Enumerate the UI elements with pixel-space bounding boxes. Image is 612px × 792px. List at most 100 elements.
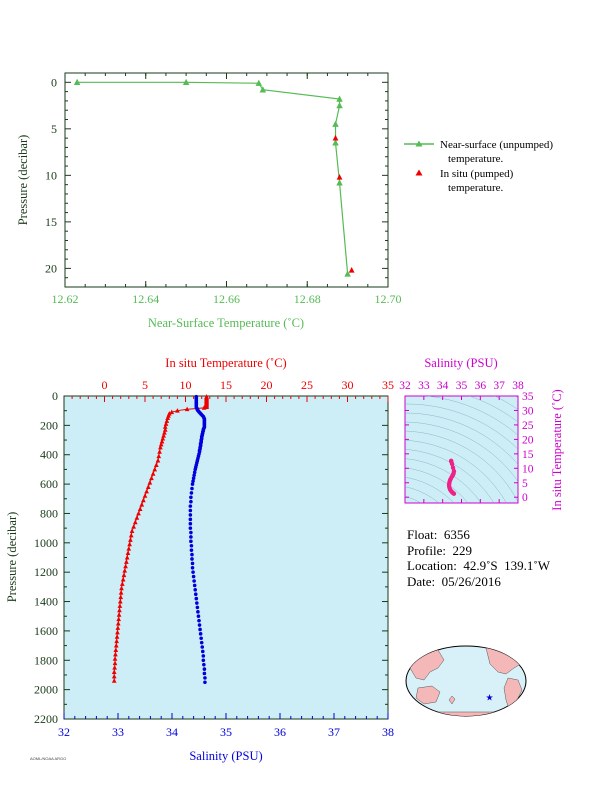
- salinity-point: [189, 491, 194, 495]
- near-surface-point: [336, 95, 343, 102]
- map-new-zealand: [448, 695, 456, 705]
- y-tick-label: 0: [52, 389, 58, 403]
- temperature-point: [124, 554, 130, 560]
- temperature-point: [118, 594, 124, 600]
- temp-tick-label: 35: [382, 378, 394, 392]
- salinity-point: [201, 654, 206, 658]
- temperature-point: [137, 506, 143, 511]
- near-surface-point: [336, 179, 343, 186]
- legend-near-surface-marker: [415, 140, 423, 147]
- salinity-point: [193, 467, 198, 472]
- near-surface-x-ticks: 12.62 12.64 12.66 12.68 12.70: [52, 73, 402, 306]
- legend-near-surface-label: Near-surface (unpumped) temperature.: [440, 139, 553, 165]
- ts-x-tick-label: 33: [418, 380, 430, 392]
- temperature-point: [129, 528, 135, 534]
- salinity-point: [189, 535, 193, 539]
- salinity-point: [191, 570, 195, 574]
- salinity-point: [197, 618, 201, 623]
- near-surface-point: [344, 270, 351, 277]
- ts-density-contours: [405, 396, 518, 503]
- y-tick-label: 10: [45, 168, 57, 182]
- temperature-point: [131, 524, 136, 529]
- temp-tick-label: 5: [142, 378, 148, 392]
- salinity-point: [192, 583, 197, 588]
- temperature-point: [117, 603, 123, 608]
- salinity-point: [194, 596, 199, 601]
- temperature-point: [147, 480, 153, 485]
- salinity-point: [190, 561, 195, 566]
- near-surface-point: [332, 120, 339, 127]
- temp-tick-label: 15: [220, 378, 232, 392]
- y-tick-label: 1800: [34, 653, 58, 667]
- temperature-point: [111, 669, 117, 674]
- salinity-point: [189, 548, 194, 552]
- temperature-point: [116, 612, 122, 617]
- salinity-tick-label: 38: [382, 725, 394, 739]
- near-surface-point: [336, 101, 343, 109]
- temperature-point: [119, 585, 124, 591]
- temp-tick-label: 30: [342, 378, 354, 392]
- insitu-point: [348, 267, 355, 273]
- temperature-point: [123, 563, 128, 569]
- temperature-point: [150, 471, 156, 476]
- temperature-point: [139, 502, 145, 507]
- salinity-point: [189, 539, 193, 544]
- salinity-point: [188, 517, 193, 522]
- y-tick-label: 20: [45, 261, 57, 275]
- map-australia: [415, 685, 441, 705]
- salinity-point: [196, 614, 201, 619]
- profile-number: Profile: 229: [407, 542, 472, 558]
- salinity-point: [195, 605, 200, 610]
- y-tick-label: 200: [40, 418, 58, 432]
- salinity-point: [201, 658, 206, 663]
- ts-y-tick-label: 5: [522, 478, 528, 490]
- temperature-point: [169, 409, 175, 415]
- temperature-point: [113, 642, 119, 648]
- ts-x-tick-label: 37: [493, 380, 505, 392]
- salinity-point: [192, 473, 196, 478]
- profile-date: Date: 05/26/2016: [407, 573, 501, 589]
- salinity-tick-label: 33: [112, 725, 124, 739]
- salinity-tick-label: 36: [274, 725, 286, 739]
- footer-code: AOML/NOAA ARGO: [30, 756, 67, 761]
- salinity-point: [190, 565, 195, 570]
- temperature-point: [160, 435, 166, 441]
- y-tick-label: 800: [40, 506, 58, 520]
- salinity-point: [188, 508, 193, 513]
- ts-y-tick-label: 20: [522, 434, 534, 446]
- salinity-point: [202, 662, 206, 667]
- temperature-point: [162, 430, 167, 435]
- x-tick-label: 12.62: [52, 292, 79, 306]
- profile-salinity-ticks: 32 33 34 35 36 37 38: [58, 713, 394, 739]
- near-surface-point: [73, 78, 81, 86]
- temperature-point: [165, 415, 171, 420]
- ts-plot-frame: [404, 395, 519, 504]
- profile-pressure-ticks: 0 200 400 600 800 1000 1200 1400 1600 1800 2000 220…: [34, 389, 388, 726]
- temperature-point: [121, 572, 127, 578]
- float-number: Float: 6356: [407, 527, 470, 542]
- temperature-point: [112, 665, 117, 670]
- salinity-point: [191, 476, 196, 481]
- temperature-point: [115, 625, 121, 630]
- temperature-point: [117, 607, 122, 613]
- temperature-point: [163, 421, 169, 426]
- ts-x-tick-label: 34: [437, 380, 449, 392]
- temperature-point: [115, 620, 121, 626]
- temperature-point: [159, 438, 165, 444]
- temperature-point: [152, 466, 158, 472]
- temperature-point: [136, 510, 141, 516]
- temperature-point: [154, 462, 159, 467]
- profile-salinity-axis-label: Salinity (PSU): [189, 749, 262, 763]
- temperature-point: [127, 541, 132, 547]
- ts-diagram: 32 33 34 35 36 37 38 0 5 10 15 20 25 30 35 Salinity (…: [399, 356, 564, 511]
- temperature-point: [125, 550, 131, 556]
- ts-salinity-axis-label: Salinity (PSU): [424, 356, 497, 370]
- ts-temperature-ticks: 0 5 10 15 20 25 30 35: [405, 391, 534, 504]
- temperature-point: [122, 568, 128, 573]
- temperature-point: [111, 678, 117, 683]
- salinity-point: [197, 623, 202, 627]
- temperature-point: [128, 537, 133, 542]
- ts-y-tick-label: 0: [522, 492, 528, 504]
- temperature-point: [112, 660, 118, 666]
- salinity-point: [188, 504, 193, 508]
